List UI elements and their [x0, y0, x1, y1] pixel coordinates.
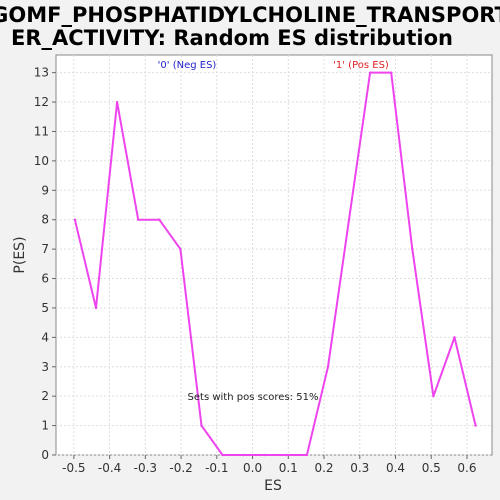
data-point	[411, 247, 414, 251]
x-tick-label: -0.2	[169, 461, 192, 475]
data-point	[390, 71, 393, 74]
pos-scores-annotation: Sets with pos scores: 51%	[188, 392, 319, 403]
x-tick-label: 0.5	[422, 461, 441, 475]
data-point	[221, 453, 224, 457]
series-layer	[73, 71, 477, 457]
y-tick-label: 10	[34, 154, 49, 168]
data-point	[474, 424, 477, 427]
data-point	[263, 453, 266, 457]
data-point	[179, 247, 182, 251]
x-tick-label: -0.3	[134, 461, 157, 475]
y-tick-label: 5	[41, 301, 49, 315]
grid-layer	[56, 55, 492, 456]
x-tick-label: 0.1	[279, 461, 298, 475]
y-tick-label: 1	[41, 419, 49, 433]
y-tick-label: 2	[41, 389, 49, 403]
data-point	[284, 453, 287, 457]
y-tick-label: 13	[34, 66, 49, 80]
y-tick-label: 6	[41, 272, 49, 286]
y-axis-label: P(ES)	[12, 236, 28, 273]
data-point	[453, 336, 456, 339]
x-axis-label: ES	[264, 478, 282, 494]
pos-es-label: '1' (Pos ES)	[333, 60, 389, 71]
data-point	[242, 453, 245, 457]
x-tick-label: 0.0	[243, 461, 262, 475]
series-line	[73, 71, 477, 456]
x-tick-label: -0.5	[62, 461, 85, 475]
y-tick-label: 8	[41, 213, 49, 227]
chart-title-line-1: GOMF_PHOSPHATIDYLCHOLINE_TRANSPORT	[0, 3, 500, 27]
data-point	[136, 218, 140, 221]
y-tick-label: 9	[41, 183, 49, 197]
y-tick-label: 12	[34, 95, 49, 109]
data-point	[200, 424, 203, 427]
x-tick-label: -0.4	[98, 461, 121, 475]
x-tick-label: 0.4	[386, 461, 405, 475]
y-tick-label: 11	[34, 124, 49, 138]
data-point	[115, 100, 119, 104]
y-tick-label: 3	[41, 360, 49, 374]
y-tick-label: 0	[41, 448, 49, 462]
y-tick-label: 7	[41, 242, 49, 256]
data-point	[73, 218, 77, 221]
data-point	[432, 394, 435, 398]
data-point	[158, 218, 161, 221]
x-tick-label: -0.1	[205, 461, 228, 475]
data-point	[94, 306, 98, 310]
chart-title-line-2: ER_ACTIVITY: Random ES distribution	[11, 26, 453, 50]
x-tick-label: 0.2	[314, 461, 333, 475]
neg-es-label: '0' (Neg ES)	[158, 60, 217, 71]
x-tick-label: 0.3	[350, 461, 369, 475]
data-point	[347, 218, 351, 221]
data-point	[305, 453, 309, 457]
data-point	[368, 71, 372, 74]
data-point	[326, 365, 330, 368]
plot-area	[55, 54, 493, 456]
y-tick-label: 4	[41, 330, 49, 344]
x-tick-label: 0.6	[457, 461, 476, 475]
